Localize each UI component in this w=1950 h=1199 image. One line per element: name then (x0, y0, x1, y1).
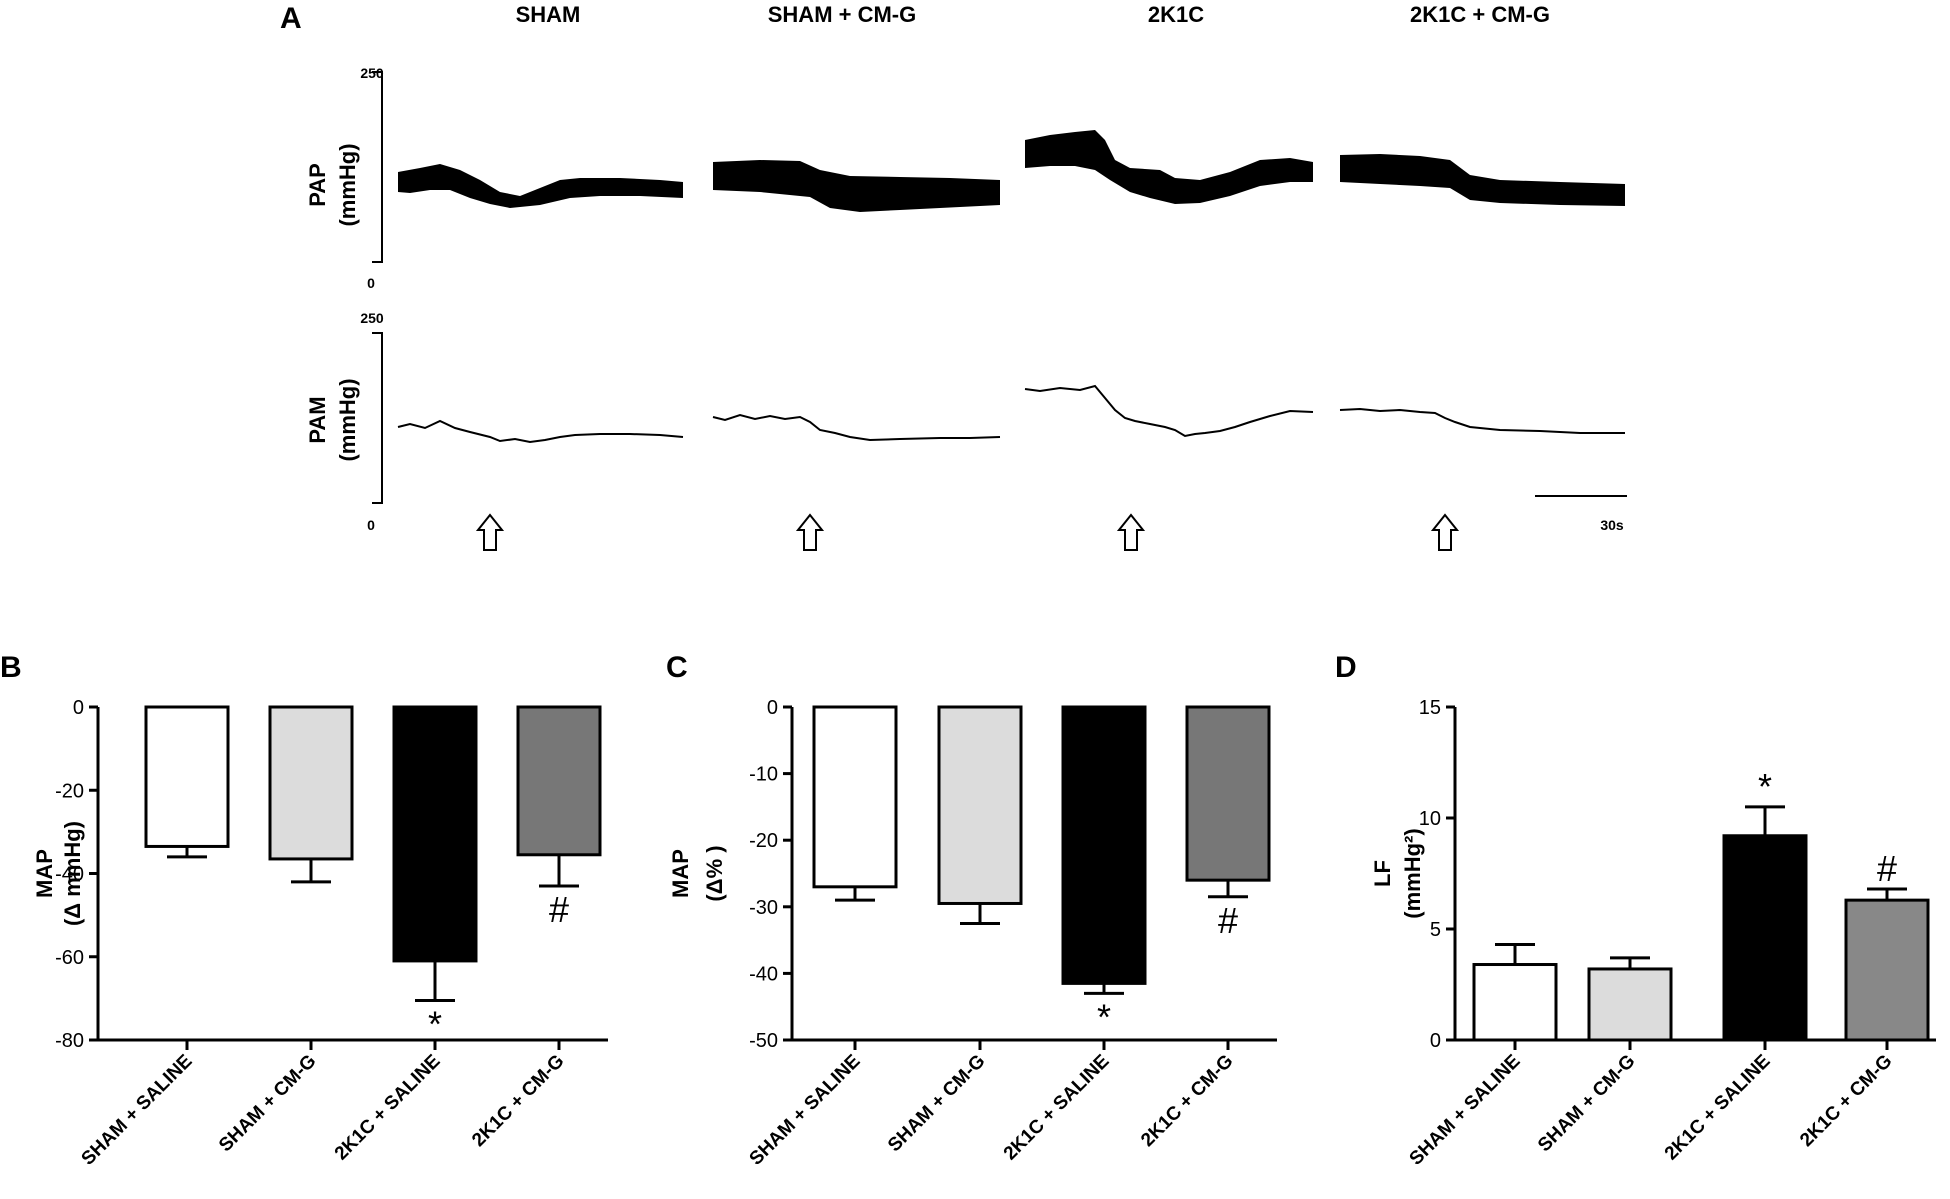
panel-d-bar-4 (1844, 898, 1930, 1042)
panel-b-bar-1 (144, 705, 230, 848)
panel-c-y-tick-label: -20 (749, 830, 778, 852)
panel-c-y-label: MAP (668, 849, 693, 898)
panel-c-category-label: SHAM + SALINE (746, 1051, 865, 1170)
panel-c-bar-3 (1061, 705, 1147, 985)
pap-label: PAP (305, 163, 330, 207)
pap-trace-sham-cmg (713, 160, 1000, 212)
panel-b-y-tick-label: -20 (55, 780, 84, 802)
pam-traces (397, 384, 1625, 444)
panel-a-label: A (280, 2, 302, 35)
injection-arrow-2k1c (1116, 513, 1146, 551)
panel-d-annotation: # (1877, 848, 1897, 889)
panel-b-annotation: # (549, 889, 569, 930)
pam-scale-min: 0 (367, 517, 375, 533)
pam-label: PAM (305, 396, 330, 443)
panel-c-y-tick-label: -10 (749, 764, 778, 786)
panel-b-category-label: SHAM + SALINE (78, 1051, 197, 1170)
panel-c-bar-4 (1185, 705, 1271, 882)
panel-b-bar-4 (516, 705, 602, 857)
panel-c-annotation: * (1097, 996, 1111, 1037)
group-header-2k1c-cmg: 2K1C + CM-G (1410, 2, 1550, 27)
panel-c-y-tick-label: -30 (749, 897, 778, 919)
panel-a: A SHAM SHAM + CM-G 2K1C 2K1C + CM-G 250 … (280, 2, 1627, 551)
panel-c-category-label: 2K1C + CM-G (1137, 1051, 1237, 1151)
panel-d-annotation: * (1758, 766, 1772, 807)
panel-b-category-label: SHAM + CM-G (215, 1051, 321, 1157)
panel-d-y-tick-label: 0 (1430, 1030, 1441, 1052)
panel-c-y-tick-label: -50 (749, 1030, 778, 1052)
panel-d-y-tick-label: 5 (1430, 919, 1441, 941)
pap-trace-2k1c (1025, 130, 1313, 204)
injection-arrows (475, 513, 1460, 551)
pam-trace-2k1c (1024, 384, 1314, 438)
panel-c-y-unit: (Δ% ) (702, 845, 727, 901)
pap-unit: (mmHg) (335, 143, 360, 226)
panel-c: C 0 -10 -20 -30 -40 -50 MAP (Δ% ) SHAM + SALINE S… (666, 651, 1277, 1170)
pap-scale-max: 250 (360, 65, 384, 81)
group-header-2k1c: 2K1C (1148, 2, 1204, 27)
pam-trace-sham (397, 419, 684, 444)
time-scale-bar: 30s (1535, 495, 1627, 533)
panel-d-category-label: 2K1C + SALINE (1661, 1051, 1775, 1165)
pam-scale-max: 250 (360, 310, 384, 326)
panel-b-y-unit: (Δ mmHg) (60, 821, 85, 926)
panel-d-bar-3 (1722, 834, 1808, 1042)
panel-d-category-label: SHAM + SALINE (1406, 1051, 1525, 1170)
group-header-sham-cmg: SHAM + CM-G (768, 2, 917, 27)
panel-c-y-tick-label: 0 (767, 697, 778, 719)
panel-c-category-label: 2K1C + SALINE (1000, 1051, 1114, 1165)
pam-trace-2k1c-cmg (1339, 407, 1625, 434)
panel-b-annotation: * (428, 1003, 442, 1044)
time-scale-label: 30s (1600, 517, 1624, 533)
panel-c-annotation: # (1218, 900, 1238, 941)
panel-b-category-label: 2K1C + SALINE (331, 1051, 445, 1165)
panel-d-category-label: 2K1C + CM-G (1796, 1051, 1896, 1151)
panel-b-bar-2 (268, 705, 354, 861)
panel-d-y-unit: (mmHg²) (1400, 828, 1425, 918)
pap-trace-sham (398, 164, 683, 208)
pam-unit: (mmHg) (335, 378, 360, 461)
panel-d-label: D (1335, 651, 1357, 684)
panel-d-bar-2 (1587, 967, 1673, 1042)
injection-arrow-2k1c-cmg (1430, 513, 1460, 551)
panel-d-bar-1 (1472, 963, 1558, 1042)
pap-scale-min: 0 (367, 275, 375, 291)
panel-b-y-tick-label: -60 (55, 947, 84, 969)
pam-axis: 250 0 PAM (mmHg) (305, 310, 384, 533)
panel-c-label: C (666, 651, 688, 684)
panel-c-bar-1 (812, 705, 898, 889)
panel-b-category-label: 2K1C + CM-G (468, 1051, 568, 1151)
panel-b-y-label: MAP (32, 849, 57, 898)
panel-b-bar-3 (392, 705, 478, 963)
panel-d-category-label: SHAM + CM-G (1534, 1051, 1640, 1157)
injection-arrow-sham-cmg (795, 513, 825, 551)
panel-b-y-tick-label: 0 (73, 697, 84, 719)
group-header-sham: SHAM (516, 2, 581, 27)
panel-c-category-label: SHAM + CM-G (884, 1051, 990, 1157)
panel-d: D 0 5 10 15 LF (mmHg²) SHAM + SALINE SHAM + CM-… (1335, 651, 1936, 1170)
pap-trace-2k1c-cmg (1340, 154, 1625, 206)
injection-arrow-sham (475, 513, 505, 551)
panel-d-y-label: LF (1370, 860, 1395, 887)
panel-b: B 0 -20 -40 -60 -80 MAP (Δ mmHg) SHAM + SALINE S… (0, 651, 608, 1170)
panel-b-label: B (0, 651, 22, 684)
panel-c-bar-2 (937, 705, 1023, 905)
pap-axis: 250 0 PAP (mmHg) (305, 65, 384, 291)
panel-b-y-tick-label: -80 (55, 1030, 84, 1052)
pam-trace-sham-cmg (712, 413, 1001, 442)
pap-traces (398, 130, 1625, 212)
panel-d-y-tick-label: 15 (1419, 697, 1441, 719)
panel-d-y-tick-label: 10 (1419, 808, 1441, 830)
panel-c-y-tick-label: -40 (749, 963, 778, 985)
panel-b-y-tick-label: -40 (55, 864, 84, 886)
